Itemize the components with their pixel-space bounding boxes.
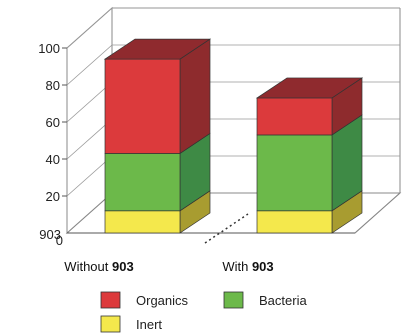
x-axis-labels: Without 903 With 903 [64,259,273,274]
bar-segment-bacteria-1 [104,132,211,212]
gridline-side-40 [66,118,113,160]
legend-label-inert: Inert [136,317,162,332]
bar-top [103,38,212,60]
legend-swatch-inert [100,315,121,333]
x-category-label-1: Without 903 [64,259,133,274]
y-tick-label-80: 80 [46,78,60,93]
legend-label-organics: Organics [136,293,189,308]
gridline-side-20 [66,155,113,197]
gridline-side-100 [66,7,113,49]
floor-right-edge [354,192,401,234]
bar-front [256,134,333,212]
floor-dotted-line [204,213,249,244]
bar-top [255,77,364,99]
x-category-label-suffix: 903 [252,259,274,274]
bars [103,38,364,234]
bar-segment-inert-2 [256,190,363,234]
y-tick-label-20: 20 [46,189,60,204]
x-category-label-suffix: 903 [112,259,134,274]
y-tick-label-40: 40 [46,152,60,167]
y-tick-label-0: 0 [56,233,63,248]
gridline-side-80 [66,44,113,86]
bar-front [104,58,181,154]
legend-swatch-organics [100,291,121,309]
legend-swatch-bacteria [223,291,244,309]
bar-front [256,210,333,234]
x-category-label-2: With 903 [222,259,273,274]
bar-segment-organics-1 [103,38,212,155]
bar-segment-organics-2 [255,77,364,136]
bar-front [104,153,181,212]
y-tick-label-100: 100 [38,41,60,56]
y-zero-overlay-label: 903 [39,227,61,242]
legend: Organics Bacteria Inert [100,291,307,333]
x-category-label-prefix: With [222,259,252,274]
legend-label-bacteria: Bacteria [259,293,307,308]
bar-front [256,97,333,136]
x-category-label-prefix: Without [64,259,112,274]
bar-segment-bacteria-2 [256,114,363,212]
y-tick-label-60: 60 [46,115,60,130]
bar-front [104,210,181,234]
gridline-side-60 [66,81,113,123]
